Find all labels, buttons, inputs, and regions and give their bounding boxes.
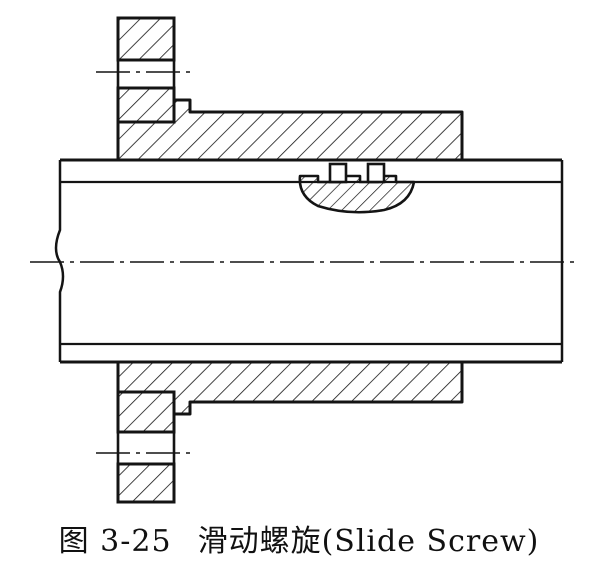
nut-upper-section	[116, 16, 464, 178]
thread-local-section	[298, 162, 416, 214]
flange-upper-top-block	[116, 16, 176, 62]
thread-tooth	[366, 162, 386, 184]
nut-lower-section	[116, 360, 464, 504]
thread-tooth	[328, 162, 348, 184]
slide-screw-drawing	[30, 16, 575, 504]
figure-caption: 图 3-25 滑动螺旋(Slide Screw)	[0, 516, 598, 560]
caption-title: 滑动螺旋	[197, 524, 322, 559]
flange-upper-mid-block	[116, 86, 176, 124]
caption-english: (Slide Screw)	[321, 524, 540, 559]
thread-broken-out-area	[298, 174, 416, 214]
flange-lower-bottom-block	[116, 462, 176, 504]
caption-number: 图 3-25	[58, 524, 172, 559]
flange-lower-mid-block	[116, 390, 176, 434]
bolt-hole-edges	[116, 60, 176, 464]
center-lines	[30, 71, 575, 454]
